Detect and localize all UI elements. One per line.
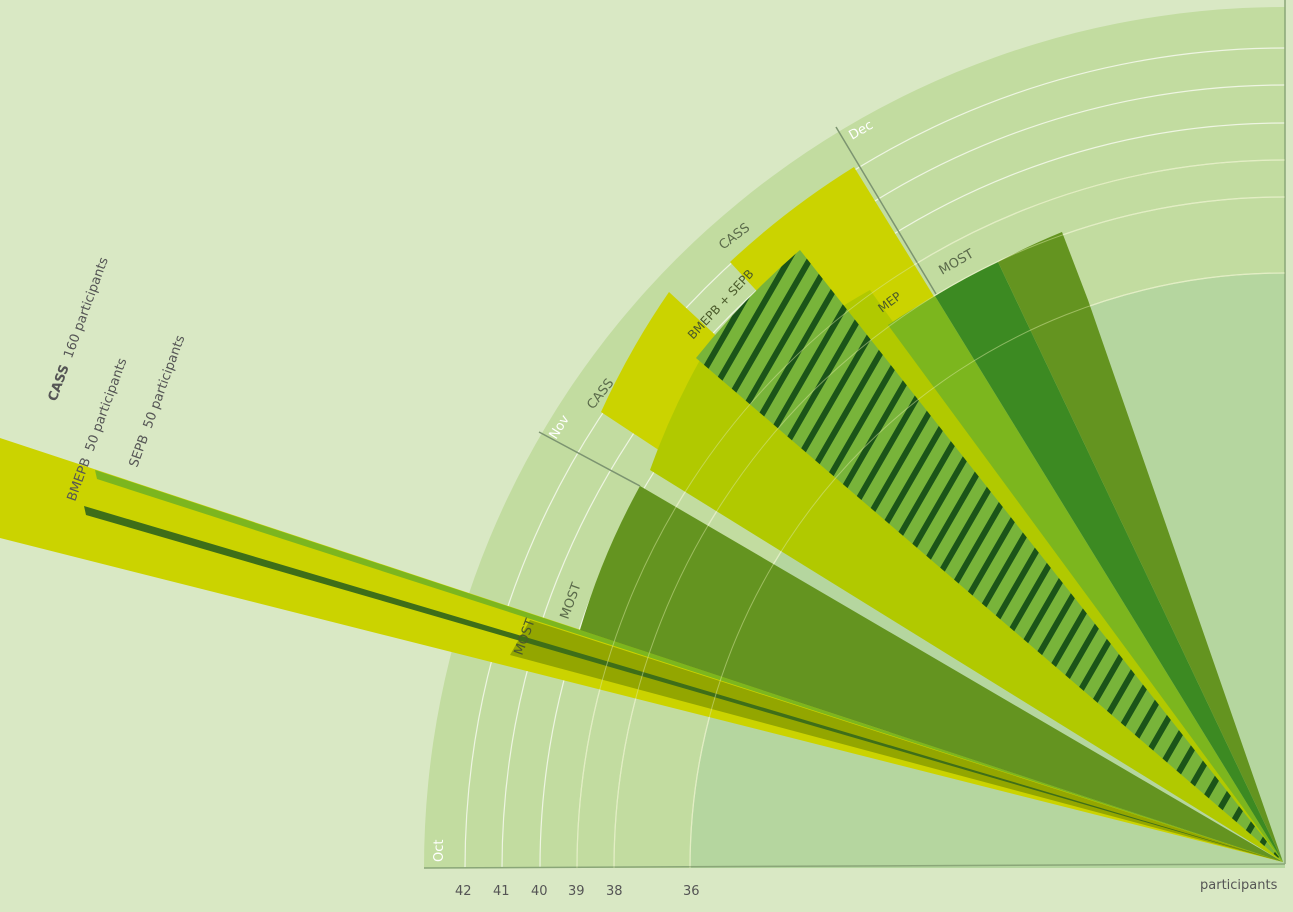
tick-label: 41 <box>493 884 510 899</box>
cass-nov-inner <box>650 360 1283 862</box>
bmepb-sepb-wedge <box>696 250 1283 862</box>
sepb-beam <box>95 470 1283 862</box>
tick-label: 42 <box>455 884 472 899</box>
most-nov-wedge <box>580 486 1283 862</box>
dec-divider <box>835 126 937 295</box>
tick-label: 39 <box>568 884 585 899</box>
bmepb-beam <box>84 506 1283 862</box>
axis-unit-label: participants <box>1200 878 1278 893</box>
tick-labels: 42 41 40 39 38 36 <box>455 884 700 899</box>
most-overlap-band <box>510 620 1283 862</box>
tick-label: 36 <box>683 884 700 899</box>
mep-wedge <box>888 296 1283 862</box>
tick-label: 40 <box>531 884 548 899</box>
ring-overlay <box>576 159 1286 869</box>
tick-label: 38 <box>606 884 623 899</box>
x-axis-line <box>423 863 1286 869</box>
month-label-oct: Oct <box>432 840 447 862</box>
most-dec-wedge-1 <box>935 262 1283 862</box>
most-dec-wedge-2 <box>998 232 1283 862</box>
nov-divider <box>538 431 641 487</box>
